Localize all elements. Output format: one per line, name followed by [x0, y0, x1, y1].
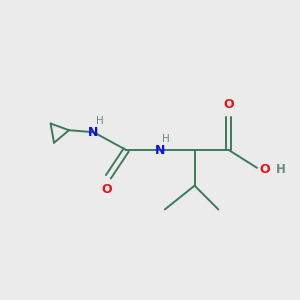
Text: H: H: [162, 134, 169, 144]
Text: O: O: [102, 183, 112, 196]
Text: N: N: [88, 126, 99, 139]
Text: N: N: [155, 143, 166, 157]
Text: H: H: [275, 163, 285, 176]
Text: H: H: [96, 116, 104, 126]
Text: O: O: [224, 98, 234, 111]
Text: O: O: [260, 163, 270, 176]
